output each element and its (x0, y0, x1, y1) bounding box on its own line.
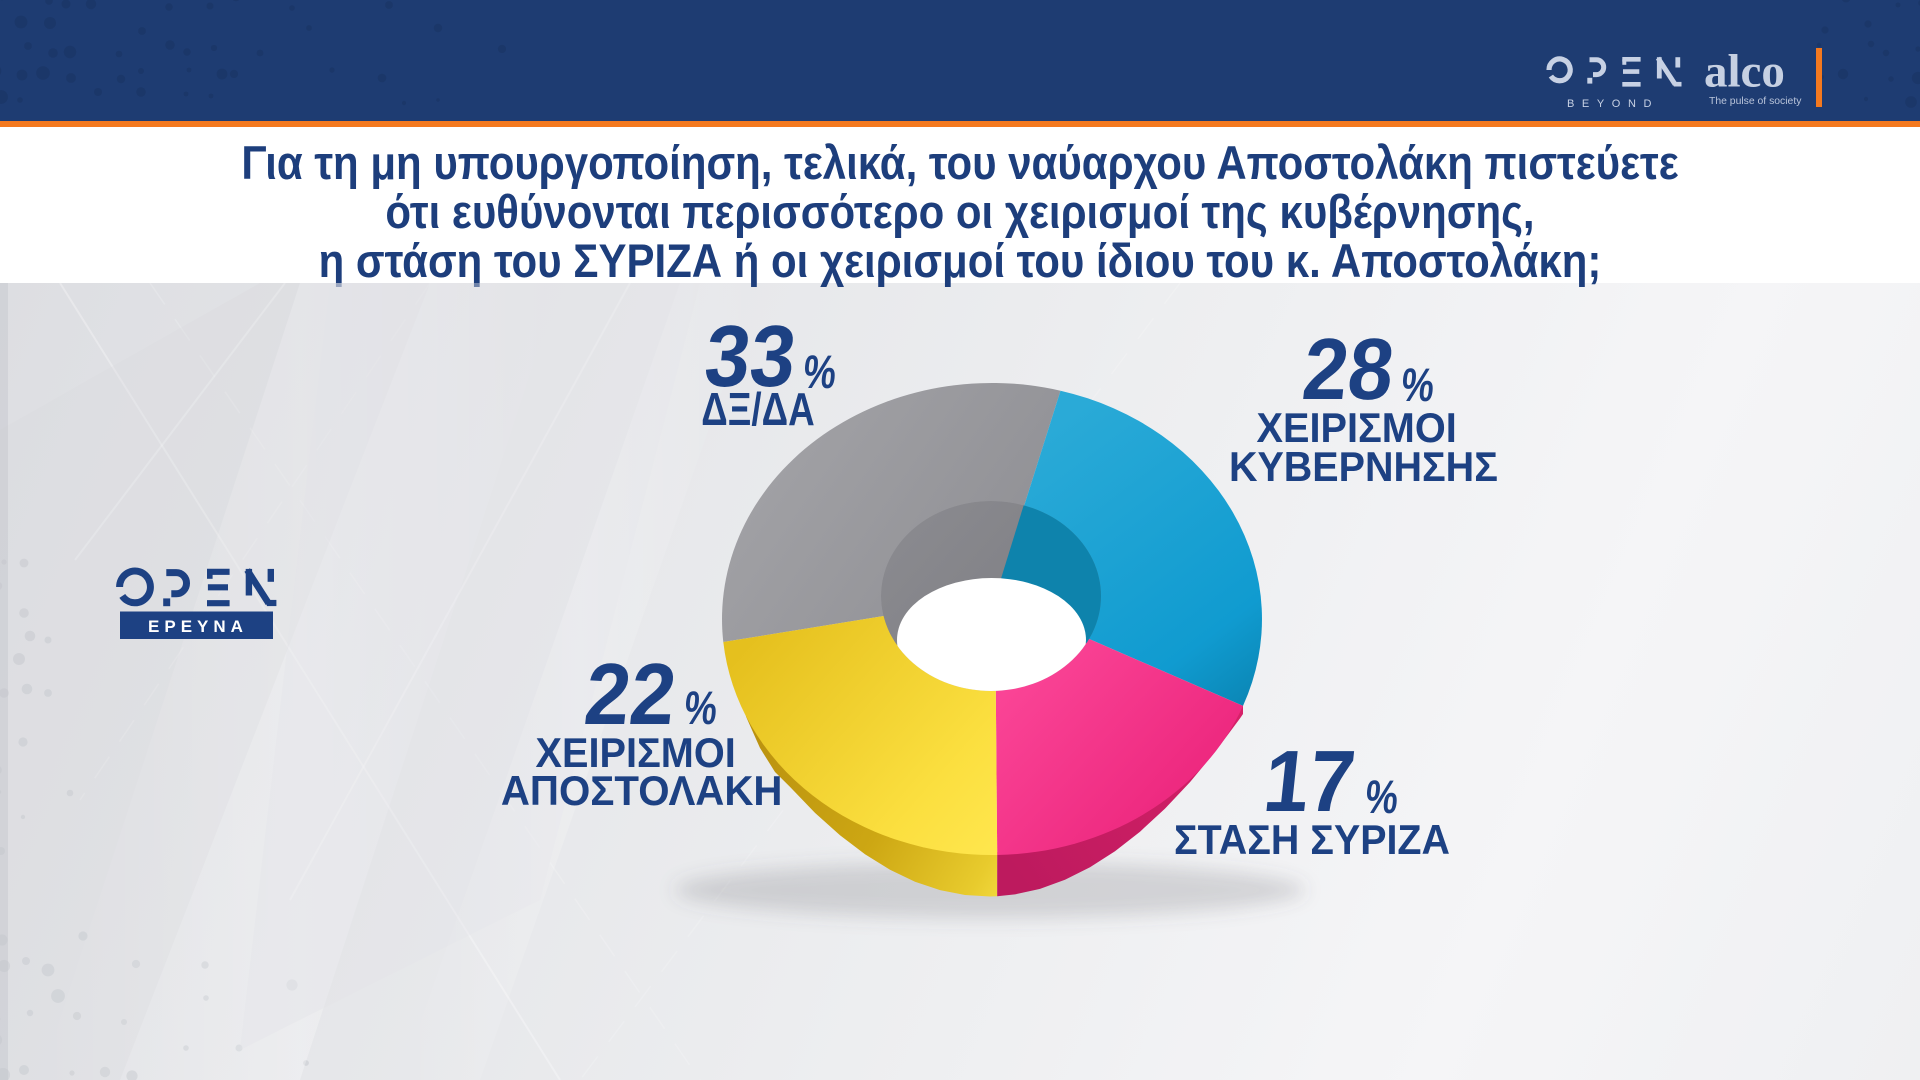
svg-text:alco: alco (1704, 46, 1785, 98)
svg-text:BEYOND: BEYOND (1567, 98, 1659, 110)
svg-text:ΕΡΕΥΝΑ: ΕΡΕΥΝΑ (148, 617, 248, 636)
svg-text:The pulse of society: The pulse of society (1709, 96, 1802, 107)
